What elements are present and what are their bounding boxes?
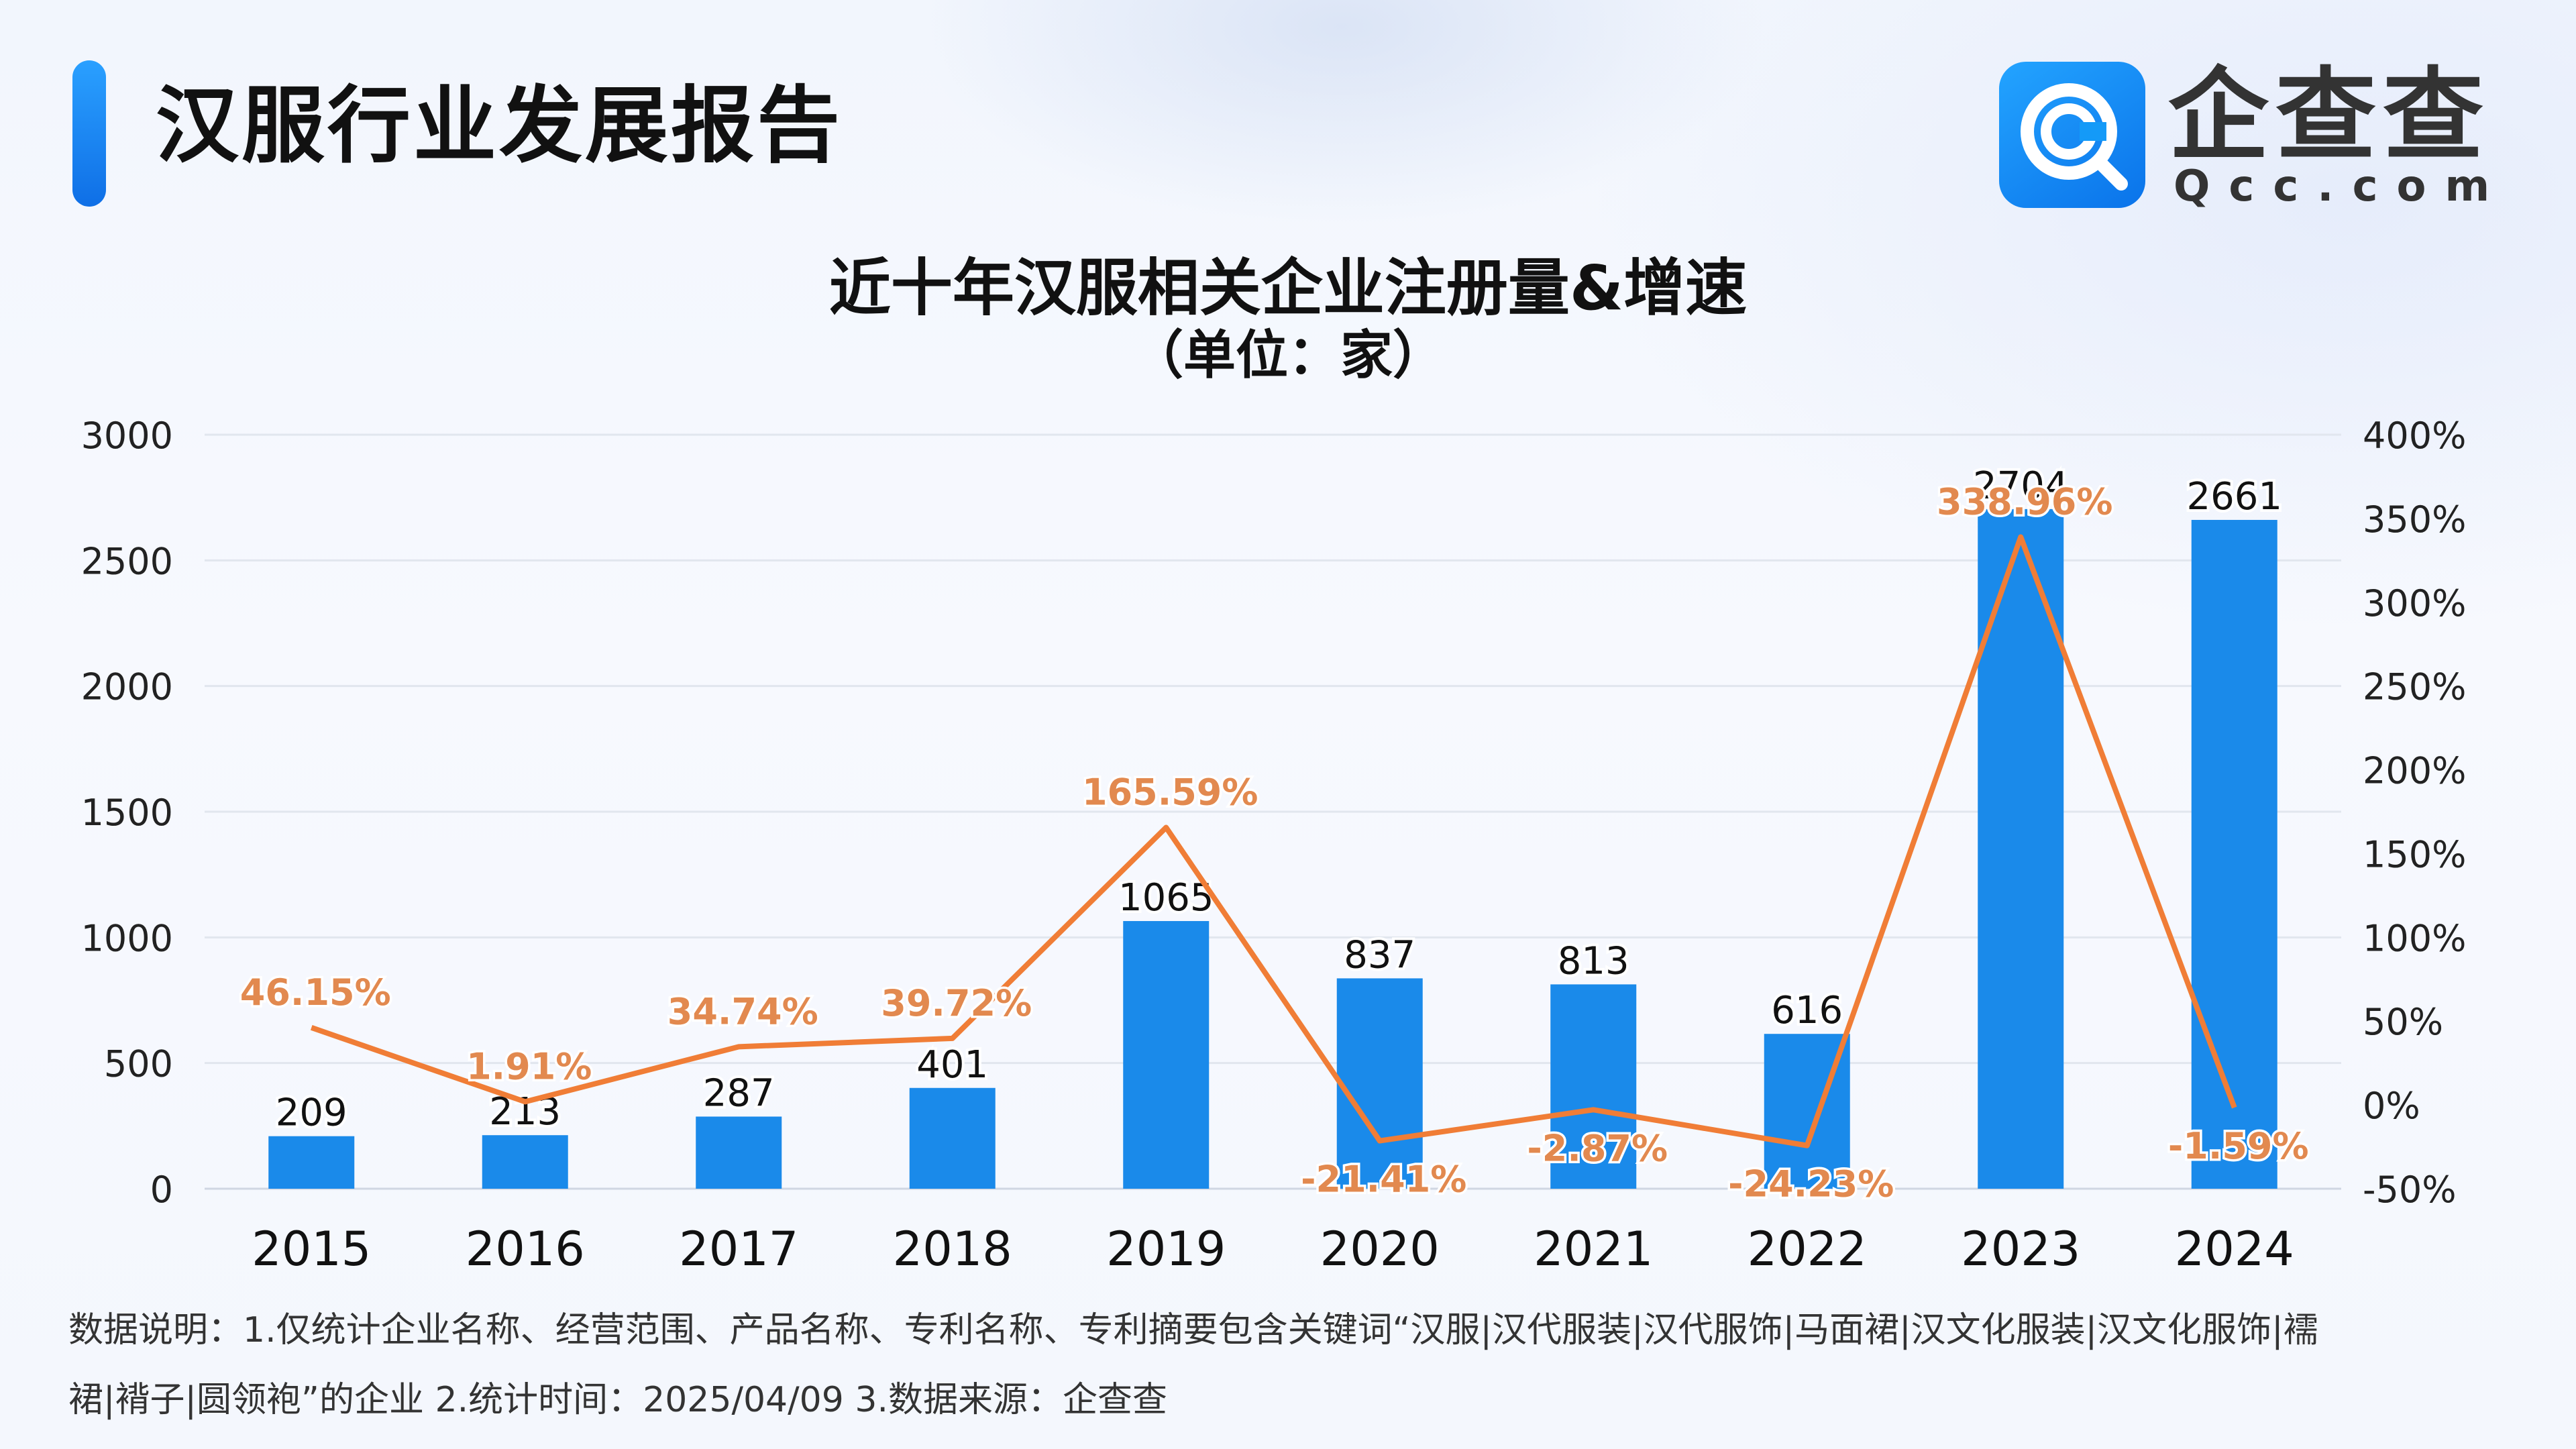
qcc-logo-icon <box>1999 62 2145 208</box>
x-tick-label: 2023 <box>1961 1222 2080 1277</box>
bar-value-label: 209 <box>276 1091 347 1135</box>
bar-value-label: 401 <box>916 1043 988 1087</box>
bar <box>268 1136 355 1189</box>
bar <box>1336 978 1423 1189</box>
y2-tick-label: 400% <box>2363 415 2466 457</box>
chart-subtitle: （单位：家） <box>1130 325 1445 386</box>
growth-rate-label: 338.96% <box>1937 480 2113 523</box>
growth-rate-label: 34.74% <box>667 990 818 1032</box>
bar <box>696 1116 782 1189</box>
growth-rate-label: -21.41% <box>1301 1159 1466 1201</box>
bar-value-label: 616 <box>1771 989 1843 1032</box>
y2-tick-label: 200% <box>2363 750 2466 792</box>
y-tick-label: 1500 <box>81 792 173 834</box>
y2-tick-label: 150% <box>2363 833 2466 875</box>
bar-value-label: 1065 <box>1118 876 1214 920</box>
y2-tick-label: 350% <box>2363 498 2466 541</box>
y2-tick-label: 250% <box>2363 666 2466 708</box>
growth-rate-label: 1.91% <box>466 1045 592 1087</box>
title-accent-bar <box>72 60 106 207</box>
x-tick-label: 2018 <box>893 1222 1012 1277</box>
bar-value-label: 2704 <box>1973 464 2069 508</box>
growth-rate-label: 46.15% <box>240 971 391 1014</box>
growth-rate-label: -2.87% <box>1527 1127 1668 1169</box>
y2-tick-label: 0% <box>2363 1085 2420 1127</box>
growth-rate-label: 165.59% <box>1082 771 1258 814</box>
bar <box>1123 920 1210 1189</box>
bar <box>482 1135 568 1189</box>
y-tick-label: 0 <box>150 1169 173 1211</box>
y-tick-label: 3000 <box>81 415 173 457</box>
y2-tick-label: 300% <box>2363 582 2466 625</box>
y2-tick-label: -50% <box>2363 1169 2457 1211</box>
logo-name: 企查查 <box>2168 58 2491 174</box>
growth-rate-label: -1.59% <box>2168 1125 2309 1167</box>
x-tick-label: 2021 <box>1534 1222 1653 1277</box>
x-tick-label: 2015 <box>252 1222 371 1277</box>
data-note-line-1: 数据说明：1.仅统计企业名称、经营范围、产品名称、专利名称、专利摘要包含关键词“… <box>68 1310 2318 1350</box>
x-tick-label: 2022 <box>1748 1222 1867 1277</box>
x-tick-label: 2017 <box>679 1222 798 1277</box>
bar-value-label: 837 <box>1344 933 1415 977</box>
growth-rate-label: 39.72% <box>881 982 1032 1024</box>
y-tick-label: 1000 <box>81 917 173 959</box>
growth-line <box>310 534 2237 1148</box>
bar-value-label: 2661 <box>2186 475 2282 519</box>
x-tick-label: 2016 <box>466 1222 585 1277</box>
x-tick-label: 2024 <box>2175 1222 2294 1277</box>
y-tick-label: 2500 <box>81 540 173 582</box>
bar <box>909 1087 996 1189</box>
data-note-line-2: 裙|褙子|圆领袍”的企业 2.统计时间：2025/04/09 3.数据来源：企查… <box>68 1380 1167 1420</box>
y2-tick-label: 100% <box>2363 917 2466 959</box>
y2-tick-label: 50% <box>2363 1001 2443 1043</box>
growth-rate-label: -24.23% <box>1728 1163 1894 1205</box>
logo-domain: Qcc.com <box>2174 162 2509 211</box>
bar <box>1550 984 1637 1189</box>
x-tick-label: 2019 <box>1106 1222 1226 1277</box>
bar-value-label: 287 <box>703 1071 775 1115</box>
y-tick-label: 500 <box>104 1043 173 1085</box>
y-tick-label: 2000 <box>81 666 173 708</box>
report-title: 汉服行业发展报告 <box>156 78 843 174</box>
bar-value-label: 813 <box>1558 939 1629 983</box>
x-tick-label: 2020 <box>1320 1222 1440 1277</box>
bar-value-label: 213 <box>489 1090 561 1134</box>
bar <box>2191 520 2277 1189</box>
chart-title: 近十年汉服相关企业注册量&增速 <box>828 252 1748 324</box>
